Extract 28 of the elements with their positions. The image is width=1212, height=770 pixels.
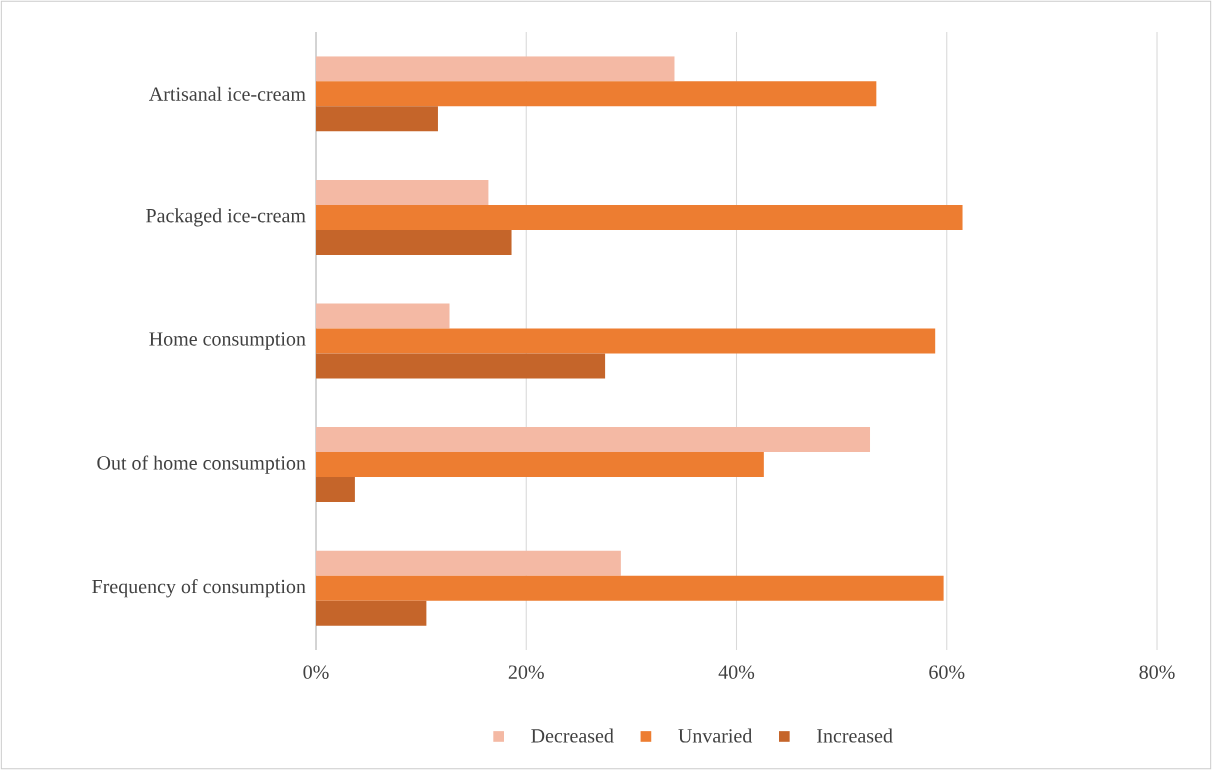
bar [316, 81, 877, 107]
bar [316, 353, 606, 379]
bar [316, 328, 936, 354]
x-tick-label: 60% [929, 665, 965, 679]
legend-label: Unvaried [678, 728, 753, 743]
bar [316, 550, 621, 576]
bar [316, 600, 427, 626]
bar [316, 204, 963, 230]
x-tick-label: 80% [1139, 665, 1175, 679]
legend-label: Increased [817, 728, 893, 743]
y-tick-label: Frequency of consumption [92, 579, 306, 598]
bar [316, 179, 489, 205]
x-tick-label: 40% [718, 665, 755, 679]
x-tick-label: 0% [303, 665, 329, 679]
legend-label: Decreased [531, 728, 614, 743]
bar [316, 303, 450, 329]
x-tick-label: 20% [508, 665, 544, 679]
y-tick-label: Home consumption [149, 332, 306, 350]
bar [316, 106, 438, 132]
y-tick-label: Artisanal ice-cream [149, 86, 306, 101]
bar [316, 229, 512, 255]
bar [316, 452, 764, 478]
bar [316, 575, 944, 601]
y-tick-label: Out of home consumption [97, 455, 306, 474]
bar [316, 427, 871, 453]
bar [316, 477, 355, 503]
bar [316, 56, 675, 82]
y-tick-label: Packaged ice-cream [146, 208, 306, 227]
